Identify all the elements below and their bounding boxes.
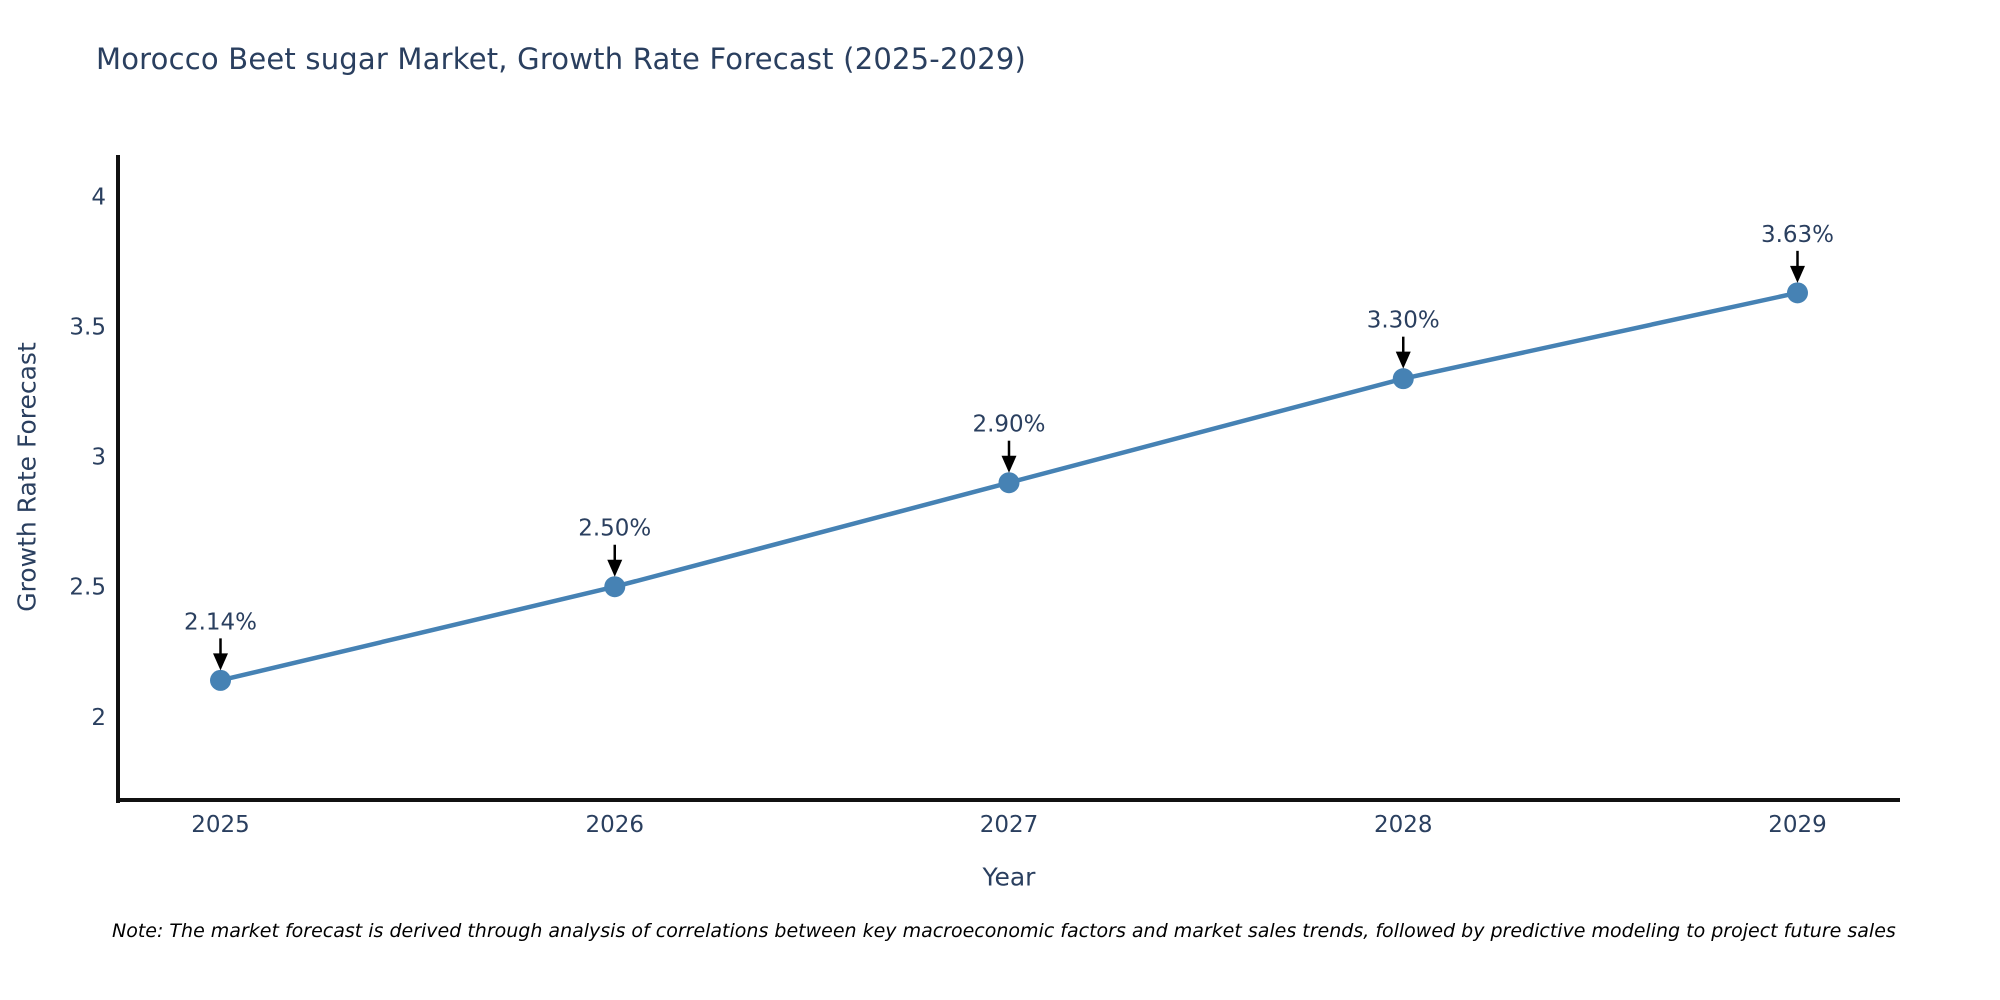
point-value-label: 2.14% xyxy=(184,609,257,635)
x-tick-labels: 2025 2026 2027 2028 2029 xyxy=(191,812,1827,838)
x-axis-title: Year xyxy=(982,862,1036,892)
x-tick-label: 2029 xyxy=(1768,812,1827,838)
footnote: Note: The market forecast is derived thr… xyxy=(112,920,1896,942)
data-point-marker xyxy=(604,576,626,598)
y-tick-label: 2 xyxy=(91,705,106,731)
data-point-marker xyxy=(998,472,1020,494)
point-value-label: 2.90% xyxy=(972,412,1045,438)
point-value-label: 3.30% xyxy=(1367,308,1440,334)
y-tick-labels: 2 2.5 3 3.5 4 xyxy=(69,185,106,731)
data-point-marker xyxy=(210,669,232,691)
x-tick-label: 2028 xyxy=(1374,812,1433,838)
annotation-arrow-head xyxy=(1001,455,1017,473)
data-point-marker xyxy=(1392,368,1414,390)
data-point-marker xyxy=(1786,282,1808,304)
point-value-label: 2.50% xyxy=(578,516,651,542)
point-value-label: 3.63% xyxy=(1761,222,1834,248)
chart-title: Morocco Beet sugar Market, Growth Rate F… xyxy=(96,42,1027,76)
x-tick-label: 2027 xyxy=(980,812,1039,838)
y-tick-label: 4 xyxy=(91,185,106,211)
y-tick-label: 2.5 xyxy=(69,575,106,601)
x-tick-label: 2025 xyxy=(191,812,250,838)
y-tick-label: 3.5 xyxy=(69,315,106,341)
x-tick-label: 2026 xyxy=(585,812,644,838)
point-annotations: 2.14% 2.50% 2.90% 3.30% 3.63% xyxy=(184,222,1834,671)
forecast-line-series xyxy=(210,282,1808,691)
annotation-arrow-head xyxy=(607,559,623,577)
annotation-arrow-head xyxy=(1395,351,1411,369)
annotation-arrow-head xyxy=(213,653,229,671)
y-tick-label: 3 xyxy=(91,445,106,471)
annotation-arrow-head xyxy=(1789,265,1805,283)
